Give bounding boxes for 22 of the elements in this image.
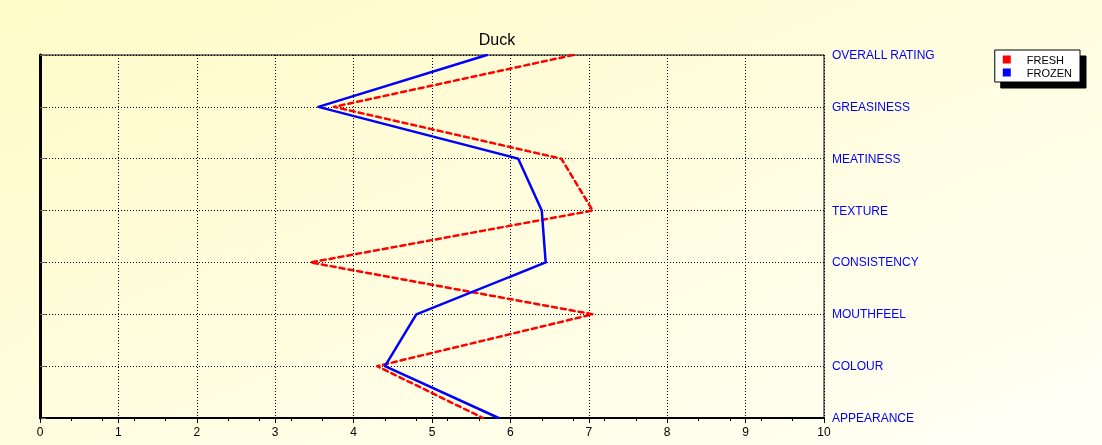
y-tick-label: GREASINESS xyxy=(832,99,911,114)
y-tick-label: MOUTHFEEL xyxy=(832,307,907,322)
legend-label: FRESH xyxy=(1026,53,1065,66)
y-tick-label: APPEARANCE xyxy=(832,411,915,425)
x-tick-label: 7 xyxy=(585,425,593,439)
x-tick-label: 1 xyxy=(115,425,123,439)
x-tick-label: 3 xyxy=(271,425,279,439)
x-tick-label: 5 xyxy=(428,425,436,439)
y-tick-label: CONSISTENCY xyxy=(832,255,919,270)
y-tick-label: OVERALL RATING xyxy=(832,48,935,62)
x-tick-label: 2 xyxy=(193,425,201,439)
x-tick-label: 9 xyxy=(742,425,750,439)
legend-label: FROZEN xyxy=(1026,66,1073,79)
x-tick-label: 0 xyxy=(36,425,44,439)
y-tick-label: MEATINESS xyxy=(832,151,901,166)
y-tick-label: TEXTURE xyxy=(832,203,889,218)
chart-title: Duck xyxy=(478,30,517,48)
y-tick-label: COLOUR xyxy=(832,359,884,374)
x-tick-label: 8 xyxy=(663,425,671,439)
x-tick-label: 6 xyxy=(507,425,515,439)
x-tick-label: 10 xyxy=(817,425,831,439)
x-tick-label: 4 xyxy=(350,425,358,439)
